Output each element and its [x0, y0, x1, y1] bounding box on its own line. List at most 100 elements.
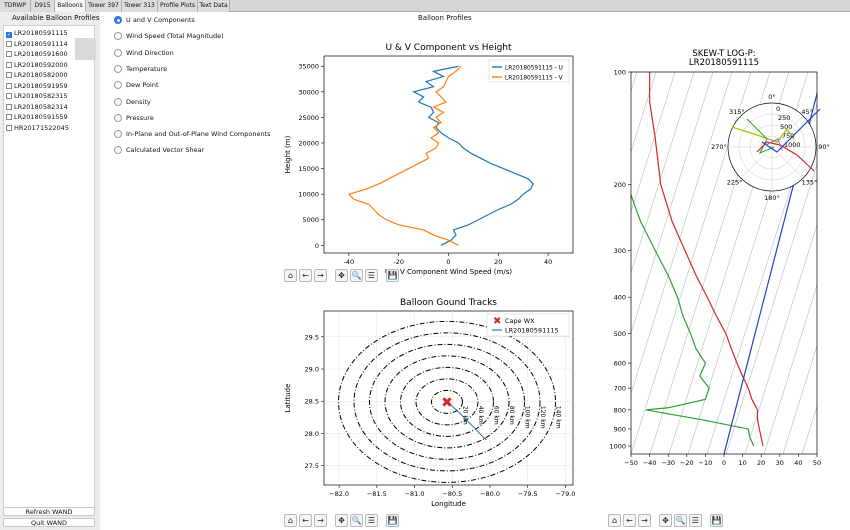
plot-type-radio[interactable]: Temperature [114, 64, 167, 74]
zoom-icon[interactable]: 🔍 [350, 514, 363, 527]
plot-type-radio[interactable]: Density [114, 97, 151, 107]
radio-icon[interactable] [114, 130, 122, 139]
plot-type-radio[interactable]: Dew Point [114, 80, 159, 90]
plot-type-radio[interactable]: Calculated Vector Shear [114, 145, 204, 155]
x-tick-label: 0 [722, 459, 726, 467]
tab-bar: TDRWP D915 Balloons Tower 397 Tower 313 … [0, 0, 850, 12]
radio-selected-icon[interactable] [114, 16, 122, 24]
x-tick-label: −81.5 [367, 490, 387, 498]
home-icon[interactable]: ⌂ [284, 269, 297, 282]
zoom-icon[interactable]: 🔍 [350, 269, 363, 282]
y-tick-label: 20000 [298, 139, 319, 147]
x-tick-label: 0 [446, 258, 450, 266]
pan-icon[interactable]: ✥ [659, 514, 672, 527]
checkbox-icon[interactable] [6, 82, 12, 89]
hodograph-angle-label: 315° [729, 108, 745, 116]
tab-profile-plots[interactable]: Profile Plots [158, 0, 198, 12]
configure-icon[interactable]: ☰ [365, 514, 378, 527]
radio-icon[interactable] [114, 64, 122, 73]
legend-box [488, 59, 570, 83]
balloon-profile-item[interactable]: HR20171522045 [6, 123, 69, 133]
plot-type-radio[interactable]: Wind Direction [114, 48, 174, 58]
home-icon[interactable]: ⌂ [284, 514, 297, 527]
plot-type-radio[interactable]: In-Plane and Out-of-Plane Wind Component… [114, 129, 271, 139]
balloon-profile-item[interactable]: LR20180592000 [6, 60, 68, 70]
balloon-profile-item[interactable]: LR20180591559 [6, 112, 68, 122]
radio-icon[interactable] [114, 97, 122, 106]
refresh-wand-button[interactable]: Refresh WAND [3, 507, 95, 516]
balloon-profile-list[interactable]: ✓ LR20180591115 LR20180591114 LR20180591600… [3, 25, 96, 515]
tab-tdrwp[interactable]: TDRWP [0, 0, 31, 12]
balloon-profile-item[interactable]: LR20180582000 [6, 70, 68, 80]
y-tick-label: 25000 [298, 114, 319, 122]
forward-arrow-icon[interactable]: → [638, 514, 651, 527]
ground-tracks-toolbar: ⌂ ← → ✥ 🔍 ☰ 💾 [284, 514, 399, 528]
home-icon[interactable]: ⌂ [608, 514, 621, 527]
tab-text-data[interactable]: Text Data [198, 0, 230, 12]
checkbox-icon[interactable] [6, 72, 12, 78]
x-axis-label: Longitude [431, 500, 466, 508]
radio-icon[interactable] [114, 48, 122, 57]
x-tick-label: −82.0 [329, 490, 349, 498]
radio-icon[interactable] [114, 146, 122, 155]
pan-icon[interactable]: ✥ [335, 269, 348, 282]
y-tick-label: 200 [614, 181, 626, 189]
checkbox-icon[interactable] [6, 103, 12, 110]
tab-tower-397[interactable]: Tower 397 [86, 0, 122, 12]
zoom-icon[interactable]: 🔍 [674, 514, 687, 527]
hodograph-spoke [740, 146, 773, 179]
checkbox-checked-icon[interactable]: ✓ [6, 32, 12, 38]
save-icon[interactable]: 💾 [386, 269, 399, 282]
plot-type-radio[interactable]: Wind Speed (Total Magnitude) [114, 31, 224, 41]
pan-icon[interactable]: ✥ [335, 514, 348, 527]
save-icon[interactable]: 💾 [386, 514, 399, 527]
cape-wx-marker: ✖ [441, 395, 453, 411]
hodograph-trace-purple [765, 138, 783, 151]
checkbox-icon[interactable] [6, 40, 12, 47]
configure-icon[interactable]: ☰ [365, 269, 378, 282]
main-panel: Balloon Profiles U and V Components Wind … [100, 12, 850, 530]
radio-icon[interactable] [114, 113, 122, 122]
balloon-track-line [446, 401, 487, 441]
skew-isotherm [631, 72, 714, 334]
tab-balloons[interactable]: Balloons [55, 0, 86, 12]
quit-wand-button[interactable]: Quit WAND [3, 518, 95, 527]
configure-icon[interactable]: ☰ [689, 514, 702, 527]
balloon-profile-item[interactable]: ✓ LR20180591115 [6, 28, 68, 38]
balloon-profile-item[interactable]: LR20180582314 [6, 102, 68, 112]
checkbox-icon[interactable] [6, 114, 12, 120]
forward-arrow-icon[interactable]: → [314, 514, 327, 527]
y-tick-label: 10000 [298, 191, 319, 199]
hodograph-angle-label: 180° [764, 194, 780, 202]
back-arrow-icon[interactable]: ← [623, 514, 636, 527]
checkbox-icon[interactable] [6, 61, 12, 68]
legend-box [486, 313, 570, 337]
radio-icon[interactable] [114, 81, 122, 90]
list-scroll-thumb[interactable] [75, 38, 96, 60]
balloon-profile-item[interactable]: LR20180591114 [6, 39, 68, 49]
plot-type-radio[interactable]: U and V Components [114, 15, 195, 25]
balloon-profile-item[interactable]: LR20180591600 [6, 49, 68, 59]
checkbox-icon[interactable] [6, 51, 12, 57]
y-tick-label: 100 [614, 69, 626, 77]
chart-legend: LR20180591115 - U LR20180591115 - V [488, 59, 570, 83]
y-tick-label: 35000 [298, 63, 319, 71]
back-arrow-icon[interactable]: ← [299, 269, 312, 282]
tab-tower-313[interactable]: Tower 313 [122, 0, 158, 12]
range-ring-label: 80 km [508, 406, 515, 425]
plot-type-radio[interactable]: Pressure [114, 113, 154, 123]
back-arrow-icon[interactable]: ← [299, 514, 312, 527]
tab-d915[interactable]: D915 [31, 0, 55, 12]
checkbox-icon[interactable] [6, 93, 12, 99]
radio-icon[interactable] [114, 32, 122, 41]
checkbox-icon[interactable] [6, 124, 12, 131]
y-tick-label: 600 [614, 360, 626, 368]
y-tick-label: 29.5 [305, 333, 319, 341]
x-tick-label: −10 [699, 459, 713, 467]
skew-t-chart: SKEW-T LOG-P:LR2018059111510020030040050… [609, 49, 829, 467]
balloon-profile-item[interactable]: LR20180582315 [6, 91, 68, 101]
forward-arrow-icon[interactable]: → [314, 269, 327, 282]
balloon-profile-item[interactable]: LR20180591959 [6, 81, 68, 91]
balloon-profile-label: LR20180591600 [14, 50, 68, 58]
save-icon[interactable]: 💾 [710, 514, 723, 527]
